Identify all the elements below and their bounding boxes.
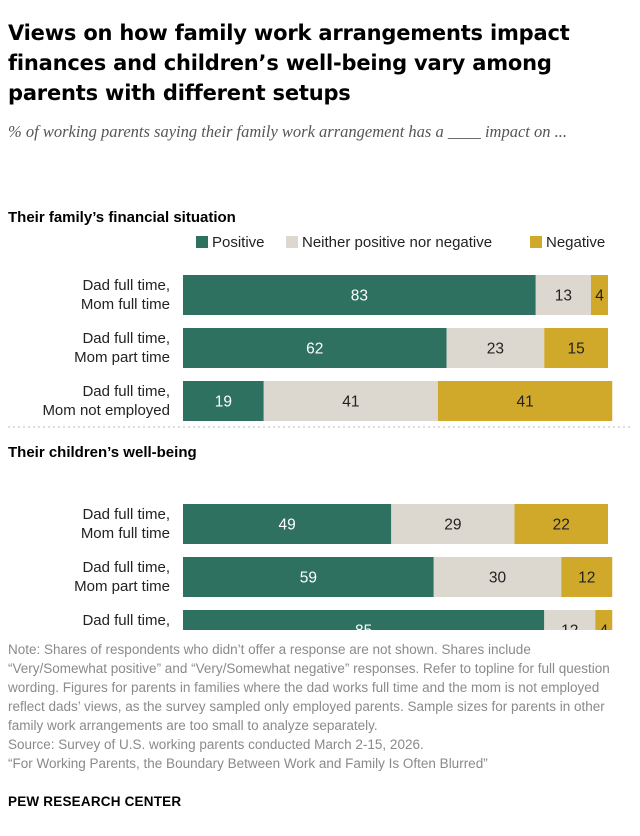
bar-neither-positive-nor-negative-segment [433,557,562,597]
category-label: Mom full time [81,296,170,313]
bar-negative-segment [438,381,613,421]
bar-positive-segment [183,504,392,544]
data-label: 19 [215,394,232,411]
bar-positive-segment [183,610,545,630]
chart-title: Views on how family work arrangements im… [8,21,570,105]
note-text: Note: Shares of respondents who didn’t o… [8,642,610,733]
bar-neither-positive-nor-negative-segment [544,610,596,630]
data-label: 59 [300,570,317,587]
report-title: “For Working Parents, the Boundary Betwe… [8,756,488,771]
category-label: Mom part time [74,349,170,366]
data-label: 12 [561,623,578,631]
panel-title-0: Their family’s financial situation [8,209,236,226]
chart-notes: Note: Shares of respondents who didn’t o… [8,640,628,773]
legend-label-0: Positive [212,234,265,251]
chart-subtitle: % of working parents saying their family… [8,122,567,141]
bar-negative-segment [561,557,613,597]
category-label: Dad full time, [82,277,170,294]
data-label: 15 [568,341,585,358]
bar-neither-positive-nor-negative-segment [446,328,545,368]
data-label: 85 [355,623,372,631]
data-label: 22 [553,517,570,534]
data-label: 4 [599,623,608,631]
data-label: 29 [444,517,461,534]
category-label: Mom not employed [42,402,170,419]
bar-negative-segment [514,504,608,544]
bar-negative-segment [544,328,608,368]
bar-positive-segment [183,275,536,315]
stacked-bar-chart: Positive Neither positive nor negative Neg… [8,209,632,631]
data-label: 23 [487,341,504,358]
bar-neither-positive-nor-negative-segment [535,275,591,315]
bar-positive-segment [183,328,447,368]
legend-swatch-1 [286,236,298,248]
legend-label-1: Neither positive nor negative [302,234,492,251]
category-label: Dad full time, [82,383,170,400]
bar-negative-segment [595,610,613,630]
category-label: Mom full time [81,525,170,542]
category-label: Dad full time, [82,506,170,523]
panel-title-1: Their children’s well-being [8,444,197,461]
data-label: 41 [342,394,359,411]
data-label: 41 [517,394,534,411]
data-label: 30 [489,570,507,587]
category-label: Mom part time [74,578,170,595]
data-label: 83 [351,288,368,305]
bar-neither-positive-nor-negative-segment [391,504,515,544]
bar-neither-positive-nor-negative-segment [263,381,438,421]
source-text: Source: Survey of U.S. working parents c… [8,737,424,752]
category-label: Dad full time, [82,330,170,347]
bar-negative-segment [591,275,608,315]
legend-swatch-2 [530,236,542,248]
brand-logo-text: PEW RESEARCH CENTER [8,794,182,809]
legend-label-2: Negative [546,234,605,251]
data-label: 4 [595,288,604,305]
legend-swatch-0 [196,236,208,248]
category-label: Dad full time, [82,612,170,629]
data-label: 62 [306,341,323,358]
category-label: Dad full time, [82,559,170,576]
data-label: 13 [555,288,572,305]
bar-positive-segment [183,557,434,597]
bar-positive-segment [183,381,264,421]
data-label: 12 [578,570,595,587]
data-label: 49 [279,517,296,534]
